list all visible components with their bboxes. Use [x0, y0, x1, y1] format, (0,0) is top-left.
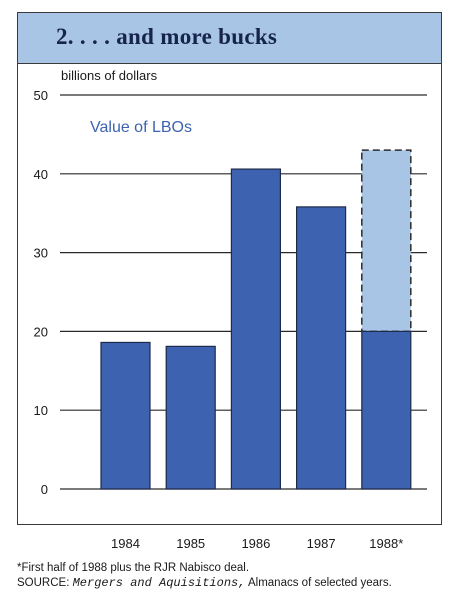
y-tick-label: 40: [34, 167, 48, 182]
y-tick-label: 20: [34, 324, 48, 339]
y-axis-unit-label: billions of dollars: [61, 68, 158, 83]
chart-title: 2. . . . and more bucks: [56, 24, 278, 49]
bar-1987: [296, 206, 347, 490]
source-suffix: Almanacs of selected years.: [245, 577, 392, 589]
x-tick-label: 1987: [307, 536, 336, 551]
x-tick-label: 1984: [111, 536, 140, 551]
y-tick-label: 50: [34, 88, 48, 103]
y-tick-label: 30: [34, 246, 48, 261]
x-tick-label: 1988*: [369, 536, 403, 551]
source-title: Mergers and Aquisitions,: [72, 576, 246, 590]
y-tick-label: 10: [34, 403, 48, 418]
bar-1984: [100, 341, 151, 490]
series-label: Value of LBOs: [90, 119, 192, 136]
source-prefix: SOURCE:: [17, 577, 73, 589]
bar-extension-1988*: [361, 149, 412, 333]
y-tick-label: 0: [41, 482, 48, 497]
source-note: SOURCE: Mergers and Aquisitions, Almanac…: [17, 576, 442, 590]
x-tick-label: 1985: [176, 536, 205, 551]
bar-1988*: [361, 330, 412, 490]
title-band: 2. . . . and more bucks: [18, 13, 441, 64]
bar-1985: [165, 345, 216, 490]
x-tick-label: 1986: [241, 536, 270, 551]
footnote: *First half of 1988 plus the RJR Nabisco…: [17, 562, 250, 574]
bar-1986: [230, 168, 281, 490]
